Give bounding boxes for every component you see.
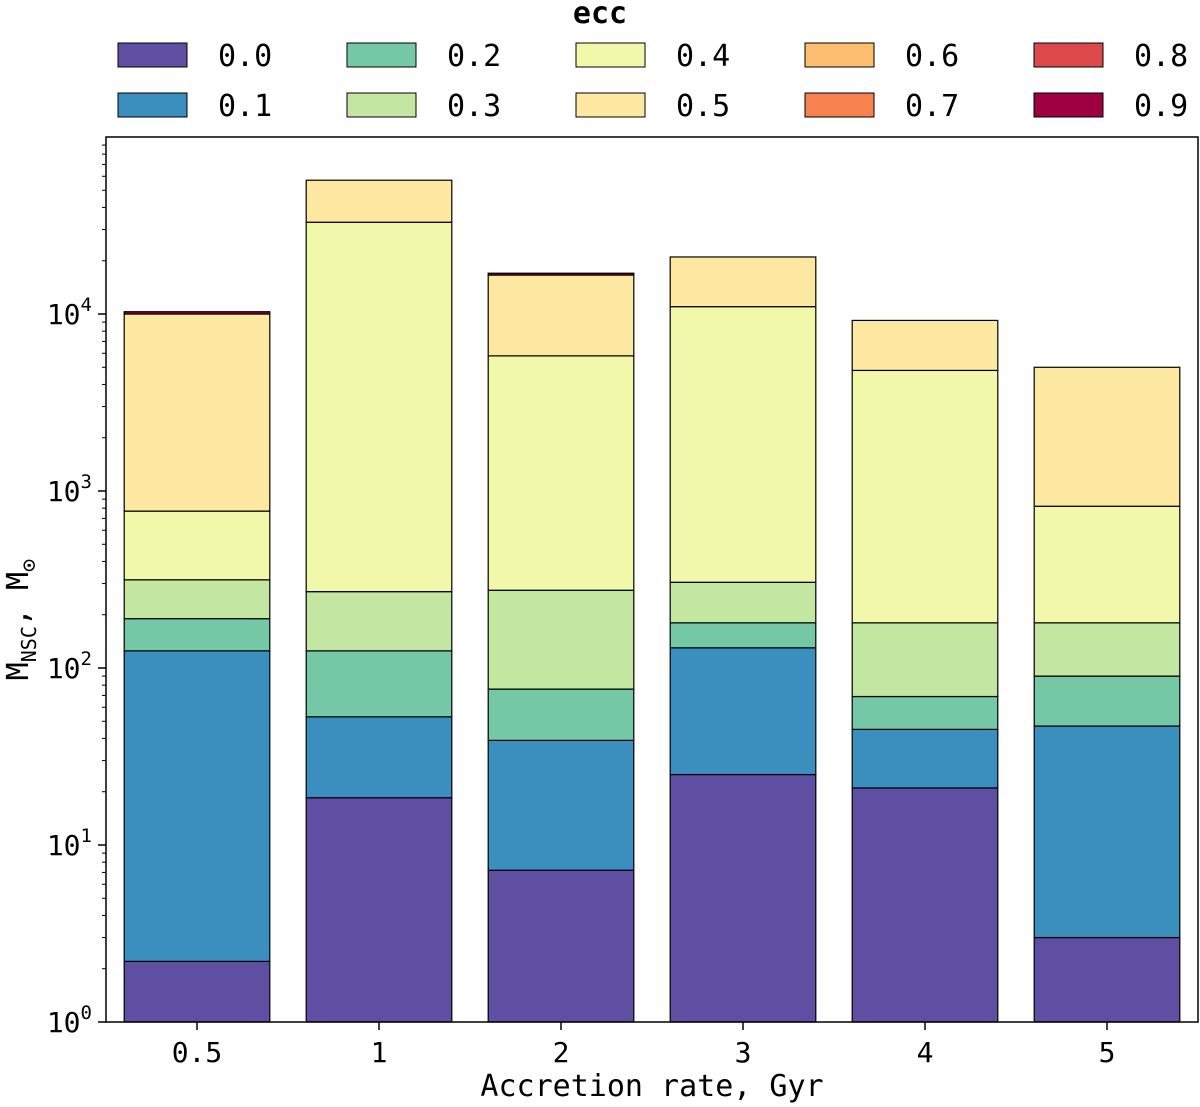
bar-segment-1-ecc-0.5 [305, 179, 453, 223]
legend-label-0.6: 0.6 [905, 39, 959, 74]
bar-segment-2-ecc-0.4 [487, 355, 635, 591]
legend: ecc 0.0 0.1 0.2 0.3 0.4 0.5 0.6 0.7 0.8 0.9 [117, 0, 1188, 124]
x-tick-label: 0.5 [172, 1036, 223, 1069]
x-tick-label: 4 [917, 1036, 934, 1069]
bar-segment-5-ecc-0.2 [1033, 675, 1181, 727]
legend-label-0.2: 0.2 [447, 39, 501, 74]
legend-swatch-0.5 [575, 92, 646, 118]
y-tick-label: 100 [47, 1002, 92, 1039]
legend-swatch-0.6 [804, 42, 875, 68]
x-tick-label: 3 [735, 1036, 752, 1069]
legend-label-0.3: 0.3 [447, 89, 501, 124]
legend-label-0.7: 0.7 [905, 89, 959, 124]
bar-segment-2-ecc-0.1 [487, 739, 635, 871]
legend-swatch-0.8 [1033, 42, 1104, 68]
y-tick-label: 101 [47, 825, 92, 862]
bar-segment-2-ecc-0.5 [487, 274, 635, 357]
legend-label-0.0: 0.0 [218, 39, 272, 74]
legend-label-0.5: 0.5 [676, 89, 730, 124]
bar-segment-5-ecc-0.0 [1033, 936, 1181, 1023]
bar-segment-3-ecc-0.1 [669, 647, 817, 776]
legend-swatch-0.1 [117, 92, 188, 118]
bar-segment-3-ecc-0.5 [669, 256, 817, 308]
bar-segment-2-ecc-0.3 [487, 589, 635, 690]
bar-segment-2-ecc-0.9 [487, 272, 635, 276]
legend-label-0.9: 0.9 [1134, 89, 1188, 124]
y-tick-label: 104 [47, 294, 92, 331]
bar-segment-1-ecc-0.3 [305, 591, 453, 652]
bar-segment-3-ecc-0.0 [669, 773, 817, 1023]
legend-swatch-0.4 [575, 42, 646, 68]
bar-segment-1-ecc-0.1 [305, 716, 453, 799]
x-tick-label: 5 [1099, 1036, 1116, 1069]
legend-label-0.4: 0.4 [676, 39, 730, 74]
axes: 100 101 102 103 104 0.5 1 2 3 4 5 Accretion rate, G… [1, 136, 1199, 1104]
bar-segment-0.5-ecc-0.5 [123, 313, 271, 512]
bar-segment-0.5-ecc-0.3 [123, 579, 271, 620]
bar-segment-5-ecc-0.4 [1033, 505, 1181, 624]
plot-frame [105, 136, 1199, 1023]
bar-segment-0.5-ecc-0.0 [123, 960, 271, 1023]
bar-segment-0.5-ecc-0.4 [123, 510, 271, 581]
legend-label-0.1: 0.1 [218, 89, 272, 124]
bar-segment-3-ecc-0.2 [669, 622, 817, 649]
y-tick-label: 103 [47, 471, 92, 508]
x-tick-label: 2 [553, 1036, 570, 1069]
bar-segment-4-ecc-0.0 [851, 787, 999, 1023]
x-axis-label: Accretion rate, Gyr [480, 1069, 823, 1104]
legend-swatch-0.0 [117, 42, 188, 68]
bar-segment-0.5-ecc-0.9 [123, 311, 271, 315]
x-tick-label: 1 [371, 1036, 388, 1069]
bar-segment-5-ecc-0.1 [1033, 725, 1181, 939]
bar-segment-3-ecc-0.4 [669, 306, 817, 583]
bar-segment-5-ecc-0.3 [1033, 622, 1181, 677]
legend-title: ecc [573, 0, 627, 31]
bar-segment-4-ecc-0.4 [851, 369, 999, 624]
bar-segment-4-ecc-0.5 [851, 319, 999, 372]
bar-segment-2-ecc-0.0 [487, 869, 635, 1023]
legend-swatch-0.9 [1033, 92, 1104, 118]
bar-segment-5-ecc-0.5 [1033, 366, 1181, 507]
legend-swatch-0.2 [346, 42, 417, 68]
bar-segment-1-ecc-0.2 [305, 650, 453, 718]
bar-segment-1-ecc-0.4 [305, 221, 453, 593]
bar-segment-0.5-ecc-0.2 [123, 618, 271, 652]
legend-swatch-0.7 [804, 92, 875, 118]
legend-label-0.8: 0.8 [1134, 39, 1188, 74]
bar-segment-4-ecc-0.1 [851, 728, 999, 789]
y-axis-label: MNSC, M⊙ [1, 559, 42, 681]
bar-segment-2-ecc-0.2 [487, 688, 635, 741]
bar-segment-4-ecc-0.3 [851, 622, 999, 698]
y-tick-label: 102 [47, 648, 92, 685]
bar-segment-3-ecc-0.3 [669, 581, 817, 624]
bar-segment-0.5-ecc-0.1 [123, 650, 271, 962]
legend-swatch-0.3 [346, 92, 417, 118]
bar-segment-1-ecc-0.0 [305, 797, 453, 1023]
bar-segment-4-ecc-0.2 [851, 695, 999, 730]
bars [123, 179, 1181, 1023]
